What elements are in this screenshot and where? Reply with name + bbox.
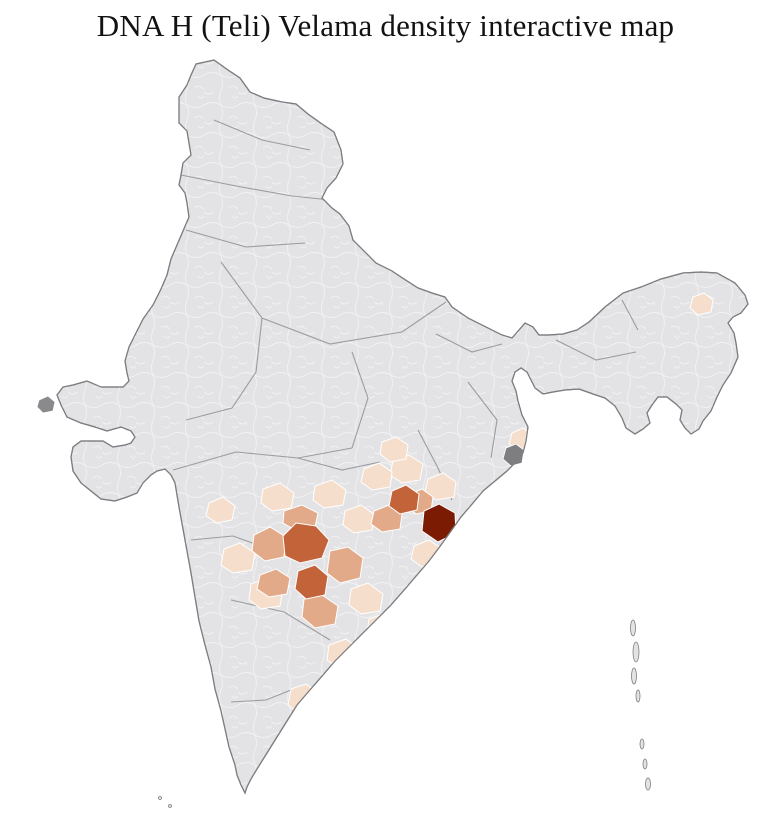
- district-t20[interactable]: [287, 717, 316, 746]
- district-t1[interactable]: [282, 522, 330, 564]
- page-title: DNA H (Teli) Velama density interactive …: [96, 8, 675, 43]
- state-borders: [172, 119, 639, 703]
- district-t25[interactable]: [379, 436, 409, 463]
- other-marks-layer: [36, 395, 525, 467]
- district-t23[interactable]: [360, 462, 393, 491]
- district-t28[interactable]: [689, 292, 714, 316]
- district-t11[interactable]: [220, 542, 256, 574]
- district-t15[interactable]: [342, 504, 376, 534]
- district-t17[interactable]: [366, 612, 401, 644]
- mark-m1[interactable]: [502, 443, 525, 467]
- district-t12[interactable]: [205, 496, 236, 524]
- mark-m2[interactable]: [36, 395, 56, 414]
- district-t14[interactable]: [312, 479, 347, 509]
- andaman-nicobar-islands: [158, 619, 651, 808]
- district-t6[interactable]: [326, 546, 364, 584]
- district-texture: [57, 60, 748, 793]
- district-t13[interactable]: [260, 482, 295, 512]
- district-t3[interactable]: [388, 484, 420, 515]
- district-t2[interactable]: [294, 564, 329, 600]
- district-t10[interactable]: [256, 568, 291, 598]
- district-t19[interactable]: [287, 683, 320, 714]
- district-t5[interactable]: [251, 526, 287, 562]
- district-t16[interactable]: [348, 582, 384, 615]
